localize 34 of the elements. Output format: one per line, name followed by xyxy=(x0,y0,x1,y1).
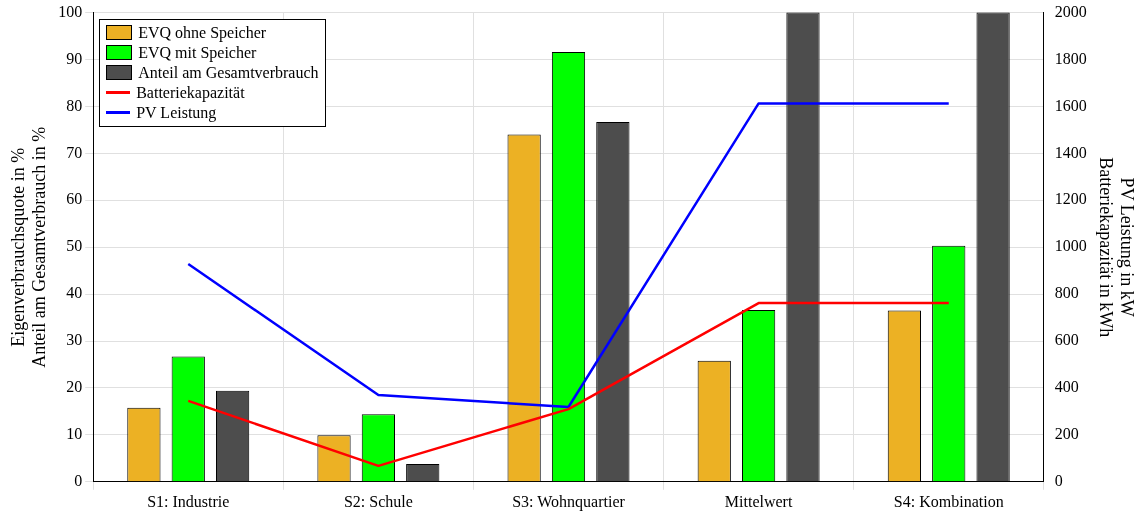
y-tick-label: 90 xyxy=(66,49,83,67)
y-tick-label: 30 xyxy=(66,331,83,349)
y-tick-label: 10 xyxy=(66,425,83,443)
x-tick-label: Mittelwert xyxy=(724,492,793,510)
y2-tick-label: 800 xyxy=(1054,284,1079,302)
y2-axis-title: PV Leistung in kW Batteriekapazität in kWh xyxy=(1095,157,1138,338)
y-tick-label: 0 xyxy=(74,472,83,489)
legend-label: PV Leistung xyxy=(136,103,217,122)
y2-tick-label: 1200 xyxy=(1054,190,1087,208)
y-tick-label: 70 xyxy=(66,143,83,161)
y2-tick-label: 600 xyxy=(1054,331,1079,349)
y-tick-label: 40 xyxy=(66,284,83,302)
x-tick-label: S1: Industrie xyxy=(147,492,230,510)
y-tick-label: 50 xyxy=(66,237,83,255)
y2-tick-label: 1600 xyxy=(1054,96,1087,114)
y2-tick-label: 1000 xyxy=(1054,237,1087,255)
y-tick-label: 60 xyxy=(66,190,83,208)
y2-tick-label: 1400 xyxy=(1054,143,1087,161)
x-tick-label: S4: Kombination xyxy=(893,492,1004,510)
y2-tick-label: 400 xyxy=(1054,378,1079,396)
y2-tick-label: 2000 xyxy=(1054,2,1087,20)
y-axis-title: Eigenverbrauchsquote in % Anteil am Gesamtverbrauch in % xyxy=(7,126,50,368)
x-tick-label: S3: Wohnquartier xyxy=(512,492,626,511)
y2-tick-label: 0 xyxy=(1054,472,1063,489)
x-tick-label: S2: Schule xyxy=(343,492,413,510)
y-tick-label: 80 xyxy=(66,96,83,114)
legend-label: Anteil am Gesamtverbrauch xyxy=(138,63,319,82)
y2-tick-label: 1800 xyxy=(1054,49,1087,67)
legend-label: EVQ mit Speicher xyxy=(138,43,257,62)
y-tick-label: 100 xyxy=(58,2,83,20)
legend-label: EVQ ohne Speicher xyxy=(138,23,267,42)
y-tick-label: 20 xyxy=(66,378,83,396)
y2-tick-label: 200 xyxy=(1054,425,1079,443)
legend-label: Batteriekapazität xyxy=(136,83,245,102)
